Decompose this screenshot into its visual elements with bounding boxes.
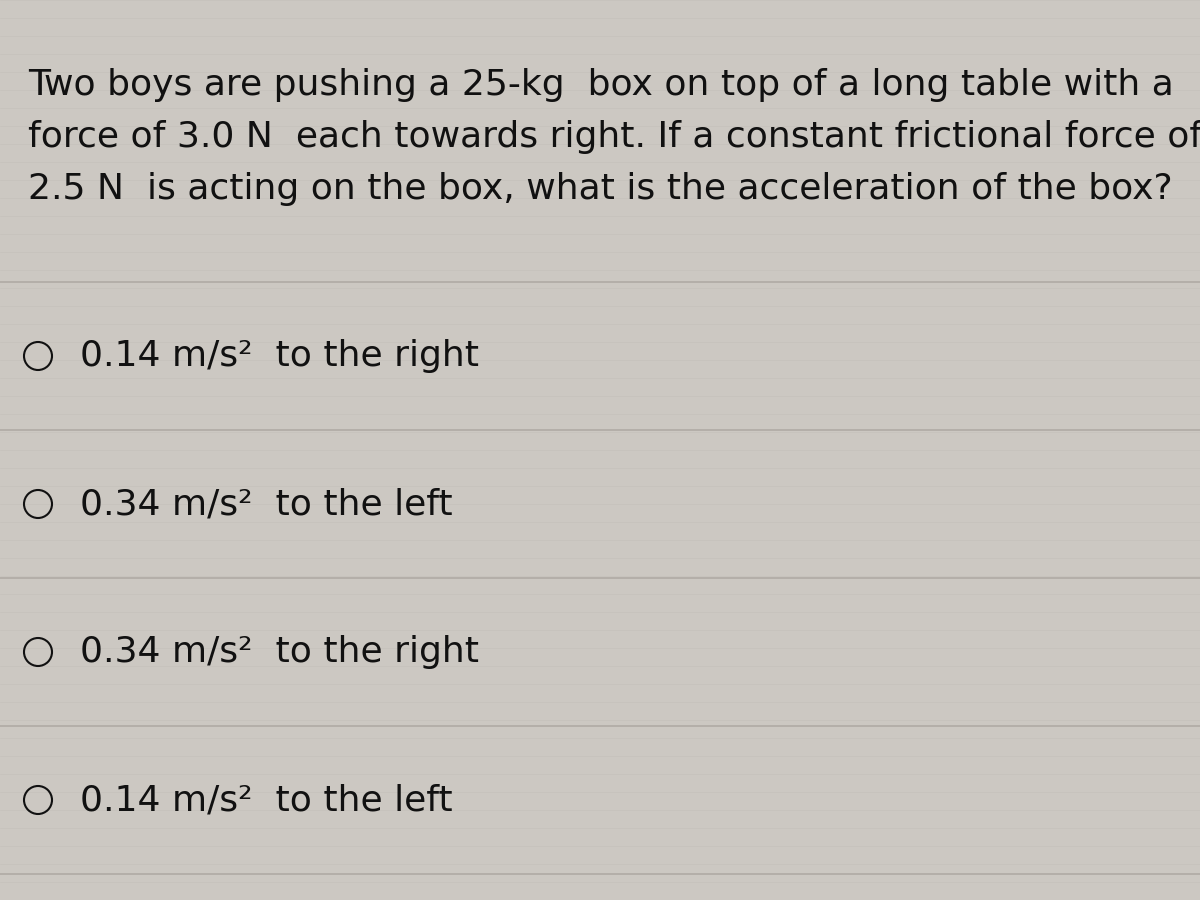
Text: 0.14 m/s²  to the right: 0.14 m/s² to the right [80, 339, 479, 373]
Text: 0.34 m/s²  to the left: 0.34 m/s² to the left [80, 487, 452, 521]
Text: 2.5 N  is acting on the box, what is the acceleration of the box?: 2.5 N is acting on the box, what is the … [28, 172, 1172, 206]
Text: 0.34 m/s²  to the right: 0.34 m/s² to the right [80, 635, 479, 669]
Text: Two boys are pushing a 25-kg  box on top of a long table with a: Two boys are pushing a 25-kg box on top … [28, 68, 1174, 102]
Text: force of 3.0 N  each towards right. If a constant frictional force of: force of 3.0 N each towards right. If a … [28, 120, 1200, 154]
Text: 0.14 m/s²  to the left: 0.14 m/s² to the left [80, 783, 452, 817]
